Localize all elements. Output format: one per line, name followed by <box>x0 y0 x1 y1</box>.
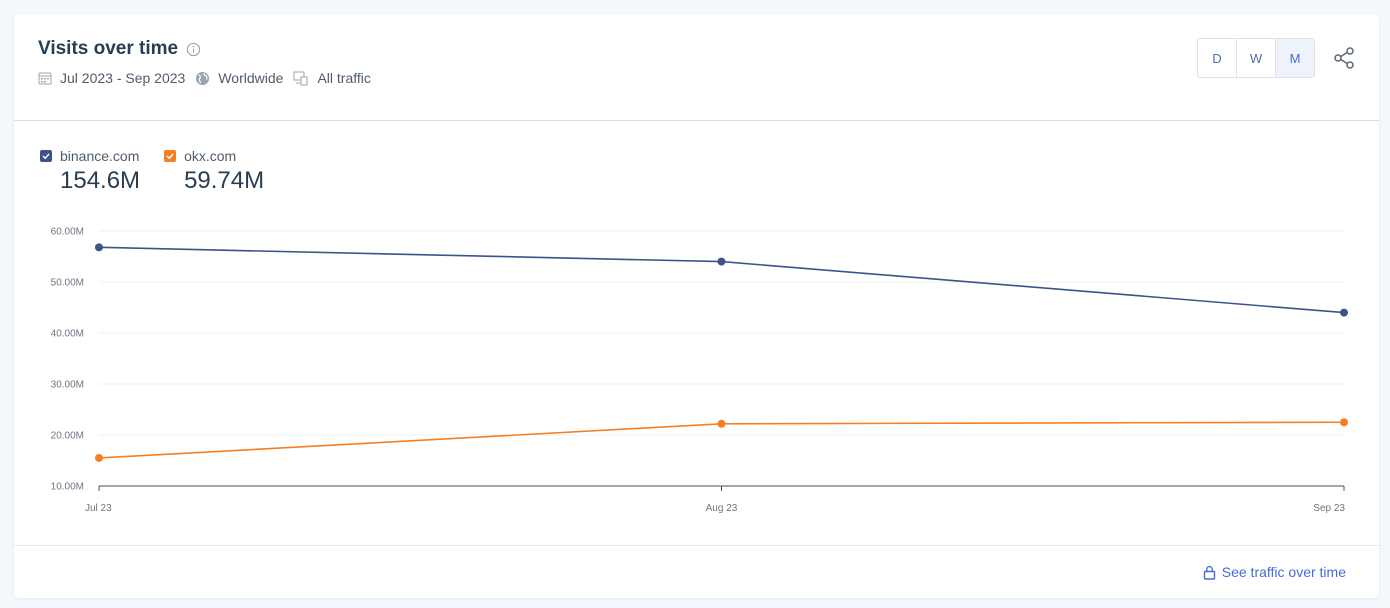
title-row: Visits over time <box>38 38 201 60</box>
legend-total-okx: 59.74M <box>184 167 265 194</box>
granularity-monthly-button[interactable]: M <box>1276 39 1314 77</box>
legend-item-okx[interactable]: okx.com 59.74M <box>164 148 264 195</box>
series-line-0 <box>98 246 1345 314</box>
filter-meta: Jul 2023 - Sep 2023 Worldwide All traffi… <box>38 70 381 86</box>
legend-label-okx: okx.com <box>184 148 237 164</box>
y-tick-label: 30.00M <box>51 380 84 391</box>
y-tick-label: 60.00M <box>51 227 84 238</box>
date-range-label: Jul 2023 - Sep 2023 <box>60 70 186 86</box>
visits-over-time-card: Visits over time Jul 2023 - Sep 2023 Wor… <box>14 14 1379 598</box>
y-tick-label: 40.00M <box>51 329 84 340</box>
card-title: Visits over time <box>38 38 179 59</box>
data-point-1-1 <box>717 419 726 428</box>
data-point-0-1 <box>717 257 726 266</box>
region-label: Worldwide <box>218 70 284 86</box>
lock-icon <box>1203 565 1215 580</box>
share-icon[interactable] <box>1333 47 1355 74</box>
date-range: Jul 2023 - Sep 2023 <box>38 70 185 86</box>
granularity-daily-button[interactable]: D <box>1198 39 1237 77</box>
y-tick-label: 10.00M <box>51 482 84 493</box>
x-tick-label: Aug 23 <box>706 503 738 514</box>
data-point-1-2 <box>1340 418 1348 427</box>
legend-total-binance: 154.6M <box>60 167 141 194</box>
info-icon[interactable] <box>186 42 201 57</box>
legend-item-binance[interactable]: binance.com 154.6M <box>40 148 140 195</box>
see-traffic-label: See traffic over time <box>1221 564 1346 580</box>
granularity-weekly-button[interactable]: W <box>1237 39 1276 77</box>
y-tick-label: 20.00M <box>51 431 84 442</box>
granularity-toggle: D W M <box>1197 38 1315 78</box>
okx-checkbox-icon[interactable] <box>164 150 177 162</box>
devices-icon <box>293 71 308 85</box>
line-chart: 10.00M 20.00M 30.00M 40.00M 50.00M 60.00M Jul … <box>51 227 1348 514</box>
data-point-1-0 <box>95 453 103 462</box>
chart-legend: binance.com 154.6M okx.com 59.74M <box>40 148 288 195</box>
traffic-label: All traffic <box>317 70 371 86</box>
x-tick-label: Sep 23 <box>1313 503 1345 514</box>
globe-icon <box>196 71 210 85</box>
data-point-0-0 <box>95 243 103 252</box>
traffic-type: All traffic <box>293 70 371 86</box>
region: Worldwide <box>195 70 283 86</box>
data-point-0-2 <box>1340 308 1348 317</box>
card-footer: See traffic over time <box>14 545 1379 599</box>
x-tick-label: Jul 23 <box>85 503 112 514</box>
see-traffic-link[interactable]: See traffic over time <box>1203 564 1346 580</box>
binance-checkbox-icon[interactable] <box>40 150 52 162</box>
card-header: Visits over time Jul 2023 - Sep 2023 Wor… <box>14 14 1379 121</box>
y-tick-label: 50.00M <box>51 278 84 289</box>
legend-label-binance: binance.com <box>60 148 140 164</box>
calendar-icon <box>38 72 52 85</box>
